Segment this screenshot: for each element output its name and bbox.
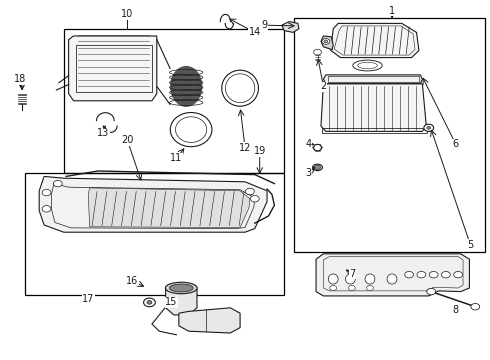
Circle shape (53, 180, 62, 187)
Bar (322, 128, 427, 133)
Circle shape (441, 271, 450, 278)
Polygon shape (88, 188, 250, 228)
Ellipse shape (365, 274, 375, 284)
Text: 2: 2 (320, 81, 326, 91)
Text: 20: 20 (121, 135, 134, 145)
Text: 13: 13 (97, 128, 109, 138)
Polygon shape (331, 23, 419, 58)
Bar (24, 173, 284, 295)
Text: 5: 5 (467, 240, 473, 250)
Polygon shape (179, 308, 240, 333)
Ellipse shape (171, 67, 202, 106)
Bar (294, 18, 485, 252)
Polygon shape (39, 176, 267, 232)
Polygon shape (323, 75, 422, 84)
Circle shape (427, 126, 431, 129)
Text: 14: 14 (249, 27, 261, 37)
Circle shape (324, 40, 328, 43)
Text: 18: 18 (14, 74, 25, 84)
Bar (76, 45, 152, 92)
Circle shape (367, 285, 373, 291)
Text: 11: 11 (171, 153, 182, 163)
Circle shape (424, 124, 434, 131)
Circle shape (250, 195, 259, 202)
Ellipse shape (328, 274, 338, 284)
Circle shape (348, 285, 355, 291)
Circle shape (427, 288, 436, 295)
Polygon shape (316, 254, 469, 296)
Text: 4: 4 (306, 139, 312, 149)
Circle shape (314, 49, 321, 55)
Text: 12: 12 (239, 143, 251, 153)
Circle shape (417, 271, 426, 278)
Ellipse shape (313, 164, 322, 171)
Circle shape (471, 303, 480, 310)
Circle shape (42, 189, 51, 196)
Text: 6: 6 (453, 139, 459, 149)
Text: 19: 19 (254, 146, 266, 156)
Ellipse shape (345, 274, 355, 284)
Circle shape (42, 206, 51, 212)
Text: 16: 16 (126, 276, 138, 286)
Text: 3: 3 (306, 168, 312, 178)
Polygon shape (321, 36, 333, 50)
Circle shape (330, 285, 337, 291)
Text: 1: 1 (389, 6, 395, 16)
Polygon shape (282, 22, 299, 32)
Polygon shape (321, 84, 426, 131)
Circle shape (147, 301, 152, 304)
Circle shape (429, 271, 438, 278)
Bar (328, 76, 419, 82)
Polygon shape (69, 36, 157, 101)
Text: 17: 17 (82, 294, 95, 304)
Ellipse shape (170, 284, 193, 292)
Text: 9: 9 (262, 20, 268, 30)
Text: 8: 8 (453, 305, 459, 315)
Circle shape (245, 188, 254, 195)
Circle shape (322, 39, 330, 44)
Polygon shape (166, 289, 197, 315)
Circle shape (405, 271, 414, 278)
Ellipse shape (165, 282, 197, 294)
Text: 10: 10 (122, 9, 133, 19)
Circle shape (315, 165, 320, 170)
Circle shape (454, 271, 463, 278)
Ellipse shape (387, 274, 397, 284)
Text: 15: 15 (165, 297, 178, 307)
Circle shape (144, 298, 155, 307)
Bar (64, 29, 284, 173)
Ellipse shape (314, 144, 321, 151)
Text: 7: 7 (350, 269, 356, 279)
